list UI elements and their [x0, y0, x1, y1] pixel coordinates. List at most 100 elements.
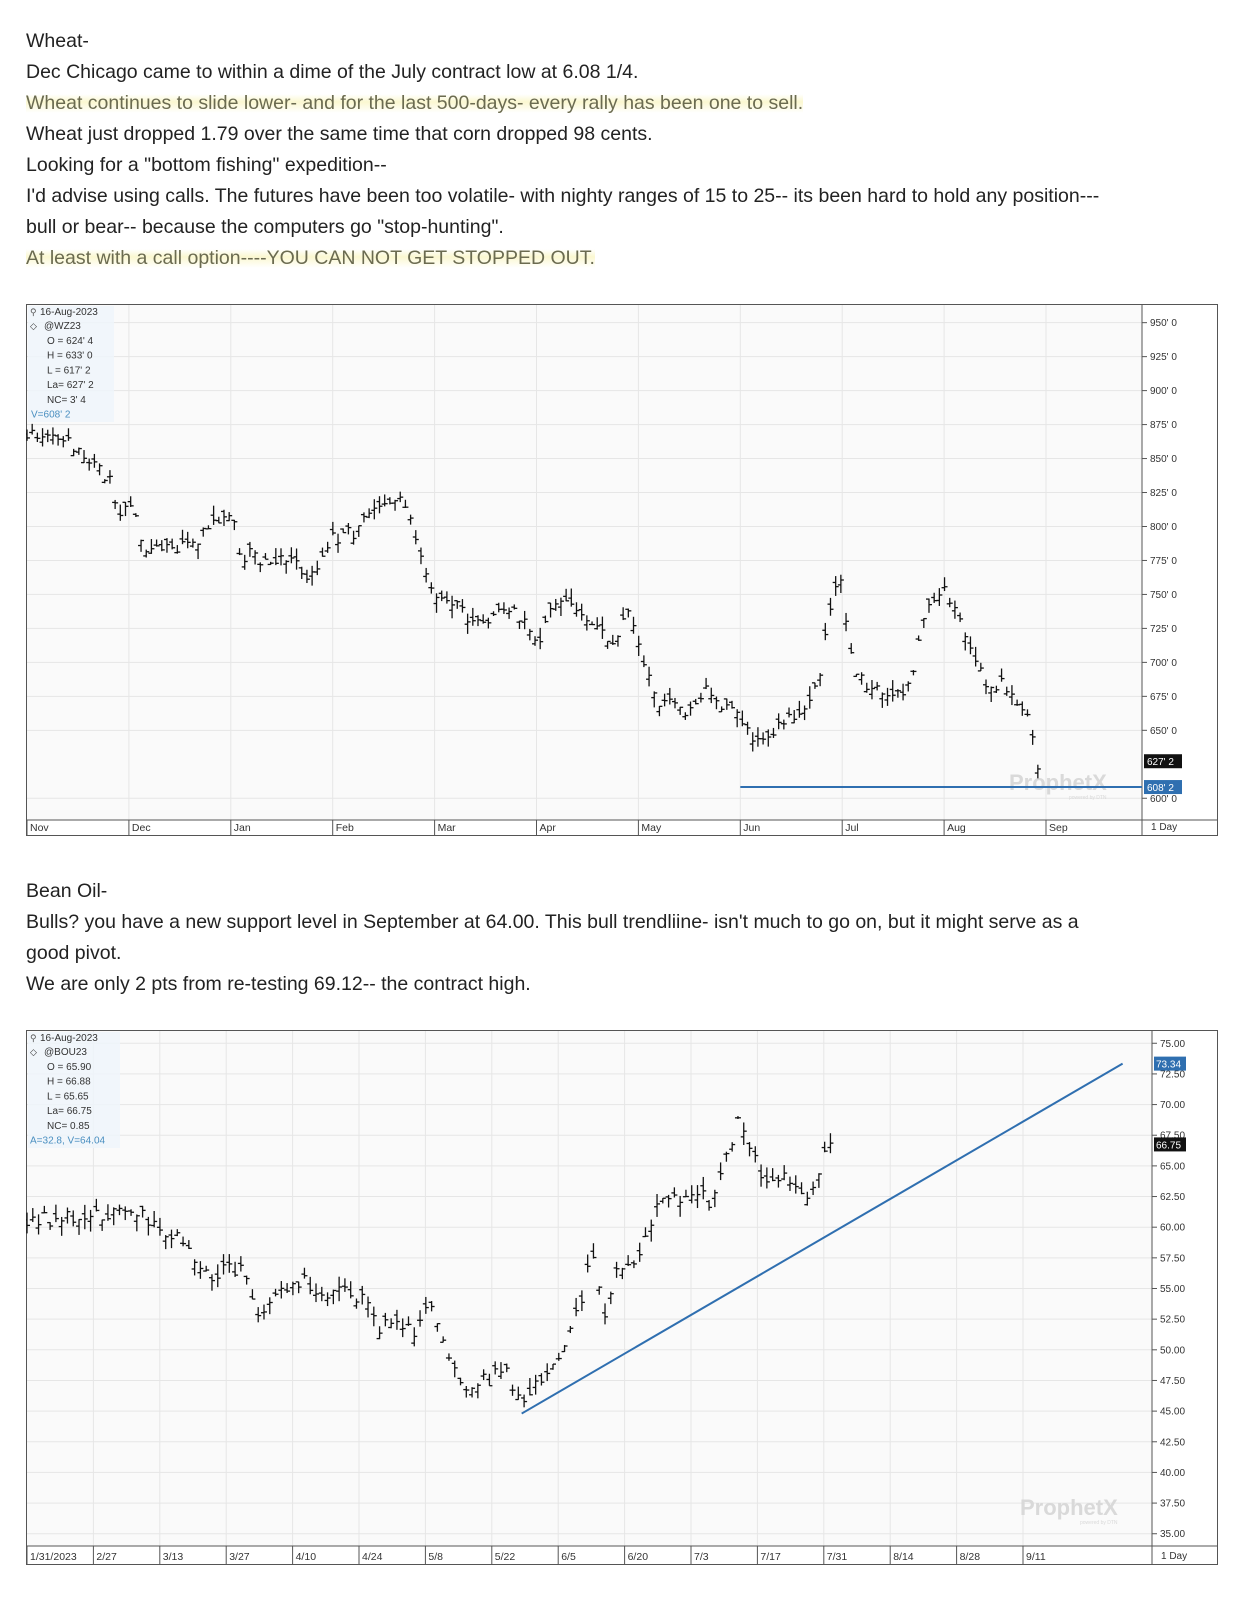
wheat-heading: Wheat-	[26, 30, 89, 52]
x-tick-label: 3/13	[163, 1551, 184, 1563]
beanoil-commentary: Bean Oil- Bulls? you have a new support …	[26, 876, 1226, 1000]
ohlc-bars	[26, 1116, 834, 1408]
x-tick-label: 4/10	[296, 1551, 317, 1563]
diamond-icon: ◇	[30, 321, 37, 331]
y-tick-label: 37.50	[1160, 1499, 1185, 1510]
x-tick-label: Sep	[1049, 822, 1068, 834]
y-tick-label: 50.00	[1160, 1345, 1185, 1356]
x-tick-label: 7/31	[827, 1551, 848, 1563]
y-tick-label: 950' 0	[1150, 318, 1177, 329]
y-tick-label: 45.00	[1160, 1407, 1185, 1418]
y-tick-label: 750' 0	[1150, 590, 1177, 601]
wheat-line-4: Looking for a "bottom fishing" expeditio…	[26, 154, 387, 176]
prophetx-watermark: ProphetX	[1020, 1495, 1118, 1520]
trend-price-label: 73.34	[1156, 1060, 1181, 1071]
info-value: H = 633' 0	[47, 351, 93, 362]
last-price-label: 627' 2	[1147, 757, 1174, 768]
y-tick-label: 65.00	[1160, 1161, 1185, 1172]
info-value: La= 627' 2	[47, 380, 94, 391]
period-label: 1 Day	[1151, 822, 1177, 833]
info-volume: A=32.8, V=64.04	[30, 1136, 106, 1147]
y-tick-label: 55.00	[1160, 1284, 1185, 1295]
support-price-tag	[1144, 780, 1182, 795]
trend-price-tag	[1154, 1056, 1186, 1071]
info-value: O = 624' 4	[47, 336, 94, 347]
info-volume: V=608' 2	[31, 410, 71, 421]
x-tick-label: 7/17	[760, 1551, 781, 1563]
x-tick-label: 5/8	[428, 1551, 443, 1563]
y-tick-label: 650' 0	[1150, 726, 1177, 737]
info-symbol: @BOU23	[44, 1047, 87, 1058]
y-tick-label: 75.00	[1160, 1039, 1185, 1050]
y-tick-label: 725' 0	[1150, 624, 1177, 635]
wheat-line-2: Wheat continues to slide lower- and for …	[26, 92, 804, 114]
beanoil-chart: 75.00 72.50 70.00 67.50 65.00 62.50 60.00 57.50…	[26, 1030, 1218, 1565]
y-tick-label: 47.50	[1160, 1376, 1185, 1387]
x-tick-label: Jul	[845, 822, 858, 834]
y-tick-label: 700' 0	[1150, 658, 1177, 669]
y-tick-label: 62.50	[1160, 1192, 1185, 1203]
x-tick-label: 7/3	[694, 1551, 709, 1563]
y-tick-label: 900' 0	[1150, 386, 1177, 397]
beanoil-line-3: We are only 2 pts from re-testing 69.12-…	[26, 973, 531, 995]
y-tick-label: 57.50	[1160, 1253, 1185, 1264]
info-value: O = 65.90	[47, 1062, 92, 1073]
info-box-bg	[28, 306, 114, 422]
info-date: 16-Aug-2023	[40, 307, 98, 318]
beanoil-line-2: good pivot.	[26, 942, 122, 964]
y-tick-label: 775' 0	[1150, 556, 1177, 567]
wheat-line-3: Wheat just dropped 1.79 over the same ti…	[26, 123, 653, 145]
wheat-chart-svg: 950' 0 925' 0 900' 0 875' 0 850' 0 825' 0 800'…	[26, 304, 1218, 836]
x-tick-label: 5/22	[495, 1551, 516, 1563]
info-value: NC= 0.85	[47, 1121, 90, 1132]
x-tick-label: Feb	[336, 822, 354, 834]
y-tick-label: 67.50	[1160, 1131, 1185, 1142]
x-tick-label: Nov	[30, 822, 49, 834]
beanoil-heading: Bean Oil-	[26, 880, 108, 902]
last-price-tag	[1154, 1137, 1186, 1152]
y-tick-label: 42.50	[1160, 1437, 1185, 1448]
info-value: NC= 3' 4	[47, 395, 86, 406]
last-price-tag	[1144, 754, 1182, 769]
x-tick-label: 4/24	[362, 1551, 383, 1563]
wheat-commentary: Wheat- Dec Chicago came to within a dime…	[26, 26, 1226, 274]
wheat-line-5: I'd advise using calls. The futures have…	[26, 185, 1100, 207]
x-tick-label: 3/27	[229, 1551, 250, 1563]
x-tick-label: Apr	[540, 822, 557, 834]
y-tick-label: 875' 0	[1150, 420, 1177, 431]
y-tick-label: 72.50	[1160, 1069, 1185, 1080]
period-label: 1 Day	[1161, 1551, 1187, 1562]
wheat-chart: 950' 0 925' 0 900' 0 875' 0 850' 0 825' 0 800'…	[26, 304, 1218, 836]
x-tick-label: Mar	[438, 822, 457, 834]
info-value: L = 617' 2	[47, 365, 91, 376]
trendline	[521, 1062, 1124, 1415]
y-tick-label: 52.50	[1160, 1315, 1185, 1326]
x-tick-label: 2/27	[96, 1551, 117, 1563]
wheat-line-6: bull or bear-- because the computers go …	[26, 216, 504, 238]
x-tick-label: 8/28	[960, 1551, 981, 1563]
beanoil-chart-svg: 75.00 72.50 70.00 67.50 65.00 62.50 60.00 57.50…	[26, 1030, 1218, 1565]
beanoil-line-1: Bulls? you have a new support level in S…	[26, 911, 1079, 933]
y-tick-label: 60.00	[1160, 1223, 1185, 1234]
plot-area	[27, 305, 1142, 820]
x-tick-label: Jun	[743, 822, 760, 834]
last-price-label: 66.75	[1156, 1140, 1181, 1151]
y-tick-label: 925' 0	[1150, 352, 1177, 363]
y-tick-label: 40.00	[1160, 1468, 1185, 1479]
x-tick-label: 6/20	[628, 1551, 649, 1563]
magnifier-icon: ⚲	[30, 307, 37, 317]
y-tick-label: 675' 0	[1150, 692, 1177, 703]
y-tick-label: 850' 0	[1150, 454, 1177, 465]
wheat-line-7: At least with a call option----YOU CAN N…	[26, 247, 595, 269]
y-tick-label: 825' 0	[1150, 488, 1177, 499]
x-tick-label: 6/5	[561, 1551, 576, 1563]
watermark-subtitle: powered by DTN	[1069, 795, 1107, 801]
x-tick-label: May	[641, 822, 662, 834]
x-tick-label: 9/11	[1026, 1551, 1046, 1563]
y-tick-label: 35.00	[1160, 1529, 1185, 1540]
info-box-bg	[28, 1032, 120, 1148]
support-price-label: 608' 2	[1147, 783, 1174, 794]
diamond-icon: ◇	[30, 1047, 37, 1057]
info-value: L = 65.65	[47, 1091, 89, 1102]
watermark-subtitle: powered by DTN	[1080, 1520, 1118, 1526]
